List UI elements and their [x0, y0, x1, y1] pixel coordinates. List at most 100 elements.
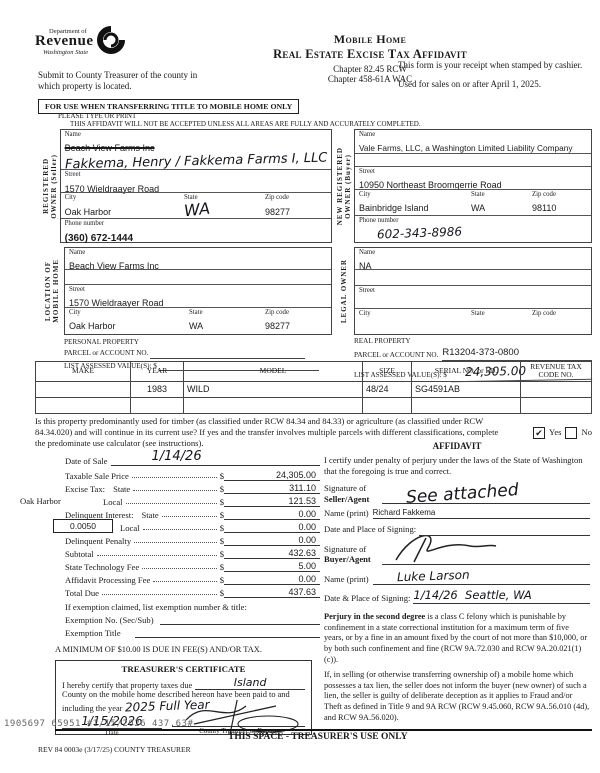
currency-sign: $ [219, 549, 224, 559]
legal-owner-box: Name NA Street City State Zip code [354, 247, 592, 335]
buyer-name-extra-row [355, 153, 591, 166]
seller-state-handwritten: WA [183, 198, 211, 221]
fee-value: 432.63 [224, 548, 320, 559]
fee-row-tech-fee: State Technology Fee $ 5.00 [65, 559, 320, 572]
checkmark-icon: ✔ [535, 427, 543, 438]
location-section-label-line2: MOBILE HOME [52, 259, 60, 323]
exemption-block: If exemption claimed, list exemption num… [65, 602, 320, 638]
buyer-city-value: Bainbridge Island [359, 203, 429, 213]
seller-state-label: State [184, 194, 198, 202]
buyer-section-label: NEW REGISTERED OWNER (Buyer) [334, 129, 354, 243]
legal-city-label: City [359, 310, 371, 317]
buyer-street-field: Street 10950 Northeast Broomgerrie Road [355, 165, 591, 190]
cell-model-2 [183, 396, 363, 414]
affidavit-column: AFFIDAVIT I certify under penalty of per… [324, 441, 590, 723]
location-state-label: State [189, 308, 203, 316]
buyer-agent-label: Buyer/Agent [324, 554, 371, 565]
buyer-phone-handwritten: 602-343-8986 [376, 224, 463, 242]
legal-state-label: State [471, 310, 485, 317]
local-rate-box: 0.0050 [53, 519, 113, 533]
real-parcel-value: R13204-373-0800 [442, 346, 592, 361]
buyer-city-row: City Bainbridge Island State WA Zip code… [355, 188, 591, 215]
seller-section-label-line1: REGISTERED [41, 158, 50, 214]
location-name-label: Name [69, 249, 86, 256]
seller-street-field: Street 1570 Wieldraayer Road [60, 169, 331, 194]
buyer-state-label: State [471, 190, 485, 198]
receipt-note: This form is your receipt when stamped b… [398, 60, 590, 91]
date-of-sale-label: Date of Sale [65, 456, 108, 466]
cell-model: WILD [183, 380, 363, 398]
treasurer-date-field: 1/15/2026 Date [62, 714, 162, 737]
fee-label: Local [103, 497, 123, 507]
location-city-row: City Oak Harbor State WA Zip code 98277 [65, 306, 331, 334]
cell-serial-2 [411, 396, 521, 414]
fee-value: 0.00 [224, 574, 320, 585]
location-street-value: 1570 Wieldraayer Road [69, 298, 164, 308]
treasurer-signature-field: County Treasurer or Deputy [172, 695, 305, 737]
form-title-line2: Real Estate Excise Tax Affidavit [273, 47, 467, 61]
buyer-name-field: Name Vale Farms, LLC, a Washington Limit… [355, 130, 591, 153]
currency-sign: $ [219, 588, 224, 598]
seller-city-label: City [64, 194, 77, 202]
seller-section-label: REGISTERED OWNER (Seller) [40, 129, 60, 243]
buyer-date-handwritten: 1/14/26 Seattle, WA [413, 588, 532, 603]
location-city-value: Oak Harbor [69, 321, 116, 331]
use-question-text: Is this property predominantly used for … [35, 416, 499, 449]
exemption-title-label: Exemption Title [65, 628, 121, 638]
table-row [35, 396, 592, 414]
exemption-no-blank [159, 624, 320, 625]
personal-parcel-blank [150, 357, 306, 359]
footer-divider [55, 729, 592, 731]
treasurer-date-handwritten: 1/15/2026 [81, 714, 143, 728]
location-section-label: LOCATION OF MOBILE HOME [40, 247, 64, 335]
seller-section: REGISTERED OWNER (Seller) Name Beach Vie… [40, 129, 332, 244]
fee-row-total-due: Total Due $ 437.63 [65, 585, 320, 598]
treasurer-signature-icon [180, 695, 300, 736]
cell-tax-code [520, 380, 592, 398]
fee-label: Local [120, 523, 140, 533]
location-street-label: Street [69, 285, 85, 293]
fee-label: Subtotal [65, 549, 94, 559]
lien-paragraph: If, in selling (or otherwise transferrin… [324, 670, 590, 722]
dor-logo-icon [96, 26, 126, 59]
currency-sign: $ [219, 471, 224, 481]
name-print-label: Name (print) [324, 508, 369, 519]
fee-label: Affidavit Processing Fee [65, 575, 151, 585]
personal-property-type-label: PERSONAL PROPERTY [64, 338, 139, 346]
real-property-type-label: REAL PROPERTY [354, 337, 411, 345]
yes-checkbox: ✔ [532, 426, 545, 439]
fee-prefix: Delinquent Interest: [65, 510, 134, 520]
seller-phone-value: (360) 672-1444 [64, 232, 134, 244]
form-title-block: Mobile Home Real Estate Excise Tax Affid… [210, 32, 530, 84]
fee-value: 0.00 [224, 535, 320, 546]
location-street-field: Street 1570 Wieldraayer Road [65, 283, 331, 308]
currency-sign: $ [219, 497, 224, 507]
legal-city-row: City State Zip code [355, 308, 591, 334]
buyer-signature-row: Signature of Buyer/Agent [324, 535, 590, 565]
date-of-sale-row: Date of Sale 1/14/26 [65, 449, 320, 466]
fee-row-delinq-local: 0.0050 Local $ 0.00 [53, 519, 320, 533]
exemption-no-label: Exemption No. (Sec/Sub) [65, 615, 154, 625]
col-year: YEAR [130, 361, 184, 382]
minimum-note: A MINIMUM OF $10.00 IS DUE IN FEE(S) AND… [55, 645, 262, 654]
legal-owner-section-label: LEGAL OWNER [334, 247, 354, 335]
affidavit-certify-text: I certify under penalty of perjury under… [324, 454, 583, 476]
buyer-zip-value: 98110 [532, 203, 557, 213]
cell-serial: SG4591AB [411, 380, 521, 398]
accept-note: THIS AFFIDAVIT WILL NOT BE ACCEPTED UNLE… [70, 120, 421, 128]
fee-row-processing-fee: Affidavit Processing Fee $ 0.00 [65, 572, 320, 585]
fee-prefix: Excise Tax: [65, 484, 106, 494]
seller-date-label: Date and Place of Signing: [324, 524, 417, 535]
signature-of-label: Signature of [324, 483, 367, 494]
seller-street-label: Street [64, 171, 81, 179]
seller-city-value: Oak Harbor [64, 206, 112, 217]
no-label: No [581, 427, 592, 438]
legal-name-value: NA [359, 261, 372, 272]
cell-size-2 [362, 396, 412, 414]
col-size: SIZE [362, 361, 412, 382]
yes-label: Yes [548, 427, 562, 438]
buyer-section-label-line1: NEW REGISTERED [335, 146, 344, 226]
fee-label: Taxable Sale Price [65, 471, 129, 481]
buyer-zip-label: Zip code [532, 190, 556, 198]
cell-year: 1983 [130, 380, 184, 398]
